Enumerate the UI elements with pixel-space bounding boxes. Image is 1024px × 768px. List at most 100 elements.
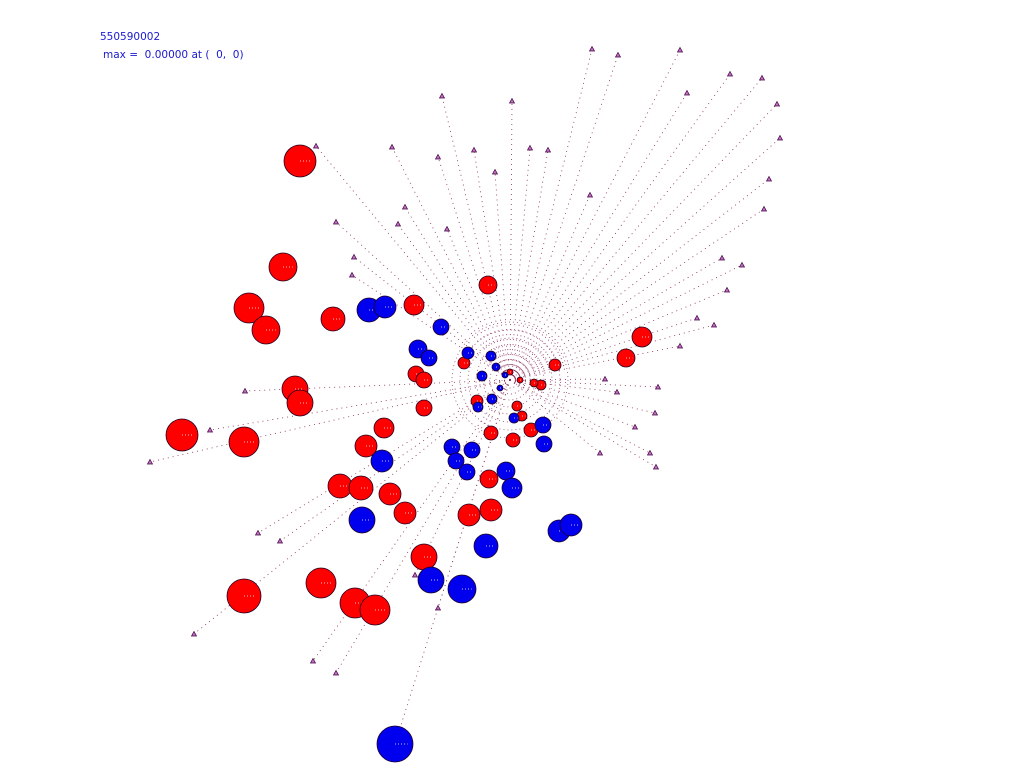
ray [509,77,763,381]
max-status: max = 0.00000 at ( 0, 0) [103,49,244,61]
end-marker [723,286,731,293]
end-marker [758,74,766,81]
end-marker [434,604,442,611]
ray [509,324,715,381]
ring [451,321,569,439]
end-marker [676,342,684,349]
ray [353,256,511,381]
end-marker [508,97,516,104]
end-marker [760,205,768,212]
ray [441,95,511,381]
end-marker [438,92,446,99]
ray [509,379,651,454]
ray [509,100,513,381]
end-marker [470,146,478,153]
ray [473,149,511,381]
ray [509,194,591,381]
end-marker [348,271,356,278]
ray [509,147,531,381]
end-marker [544,146,552,153]
ring [459,329,561,431]
end-marker [526,144,534,151]
ray [509,379,636,428]
end-marker [332,218,340,225]
ray [315,145,511,381]
ray [446,228,511,381]
end-marker [309,657,317,664]
end-marker [652,463,660,470]
ray [391,146,511,381]
end-marker [654,383,662,390]
end-marker [588,45,596,52]
end-marker [401,203,409,210]
end-marker [276,537,284,544]
end-marker [241,387,249,394]
ring [495,365,525,395]
run-id: 550590002 [100,31,160,43]
end-marker [394,220,402,227]
end-marker [646,449,654,456]
end-marker [693,314,701,321]
end-marker [765,175,773,182]
ray [509,378,606,381]
ray [279,379,511,542]
end-marker [614,51,622,58]
ray [335,221,511,381]
end-marker [254,529,262,536]
end-marker [726,70,734,77]
ray [509,49,681,381]
end-marker [683,89,691,96]
end-marker [613,388,621,395]
ray [509,178,770,381]
ray [509,208,765,381]
end-marker [491,168,499,175]
ray [509,54,619,381]
end-marker [434,153,442,160]
end-marker [601,375,609,382]
ray [414,379,511,576]
end-marker [718,254,726,261]
sphere-layer [165,144,653,763]
ray [394,379,511,745]
end-marker [350,253,358,260]
ring [475,345,545,415]
end-marker [586,191,594,198]
ray [509,149,549,381]
end-marker [312,142,320,149]
end-marker [676,46,684,53]
end-marker [206,426,214,433]
ray [509,48,593,381]
ring [467,337,553,423]
end-marker [710,321,718,328]
ray [397,223,511,381]
ray-layer [146,45,784,747]
ring [489,359,531,401]
end-marker [651,409,659,416]
ray [509,92,688,381]
end-marker [190,630,198,637]
ray [509,264,743,381]
end-marker [773,100,781,107]
end-marker [411,571,419,578]
end-marker [738,261,746,268]
end-marker [776,134,784,141]
ray [509,379,618,393]
ray [509,137,781,381]
end-marker [443,225,451,232]
end-marker [388,143,396,150]
ray [209,379,511,431]
end-marker [631,423,639,430]
ray [509,289,728,381]
ray [494,171,511,381]
end-marker [146,458,154,465]
ray [509,73,731,381]
ray [437,156,511,381]
end-marker [332,669,340,676]
ray [509,103,778,381]
ray [257,379,511,534]
end-marker [596,449,604,456]
ray [509,257,723,381]
ray [335,379,511,674]
